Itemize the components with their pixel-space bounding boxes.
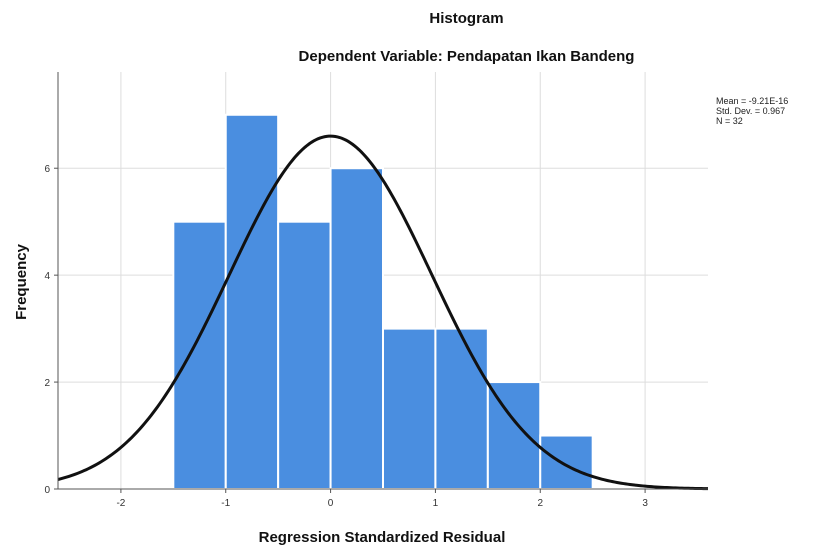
tick-labels: -2 -1 0 1 2 3 0 2 4 6 [44,164,648,509]
histogram-bar [382,327,437,490]
histogram-bar [224,113,280,491]
y-tick-label: 0 [44,485,50,496]
stats-legend: Mean = -9.21E-16 Std. Dev. = 0.967 N = 3… [716,96,788,126]
chart-title: Histogram [429,10,504,27]
histogram-bar [329,167,385,490]
y-tick-label: 2 [44,378,50,389]
x-tick-label: 1 [433,498,439,509]
histogram-bar [172,220,227,490]
x-tick-label: 0 [328,498,334,509]
stats-mean: Mean = -9.21E-16 [716,96,789,106]
normal-curve [57,134,709,491]
histogram-bar [434,327,489,490]
y-tick-label: 6 [44,164,50,175]
x-axis-label: Regression Standardized Residual [259,529,506,546]
y-axis-label: Frequency [13,243,30,320]
axes [57,72,708,490]
x-tick-label: -2 [116,498,125,509]
stats-n: N = 32 [716,116,743,126]
bars [172,113,594,491]
x-tick-label: 2 [537,498,543,509]
normal-curve-layer [57,134,709,491]
chart-subtitle: Dependent Variable: Pendapatan Ikan Band… [298,48,635,65]
x-tick-label: 3 [642,498,648,509]
histogram-bar [539,434,594,490]
stats-std-dev: Std. Dev. = 0.967 [716,106,786,116]
histogram-bar [277,220,332,490]
histogram-bar [486,381,542,491]
x-tick-label: -1 [221,498,230,509]
y-tick-label: 4 [44,271,50,282]
